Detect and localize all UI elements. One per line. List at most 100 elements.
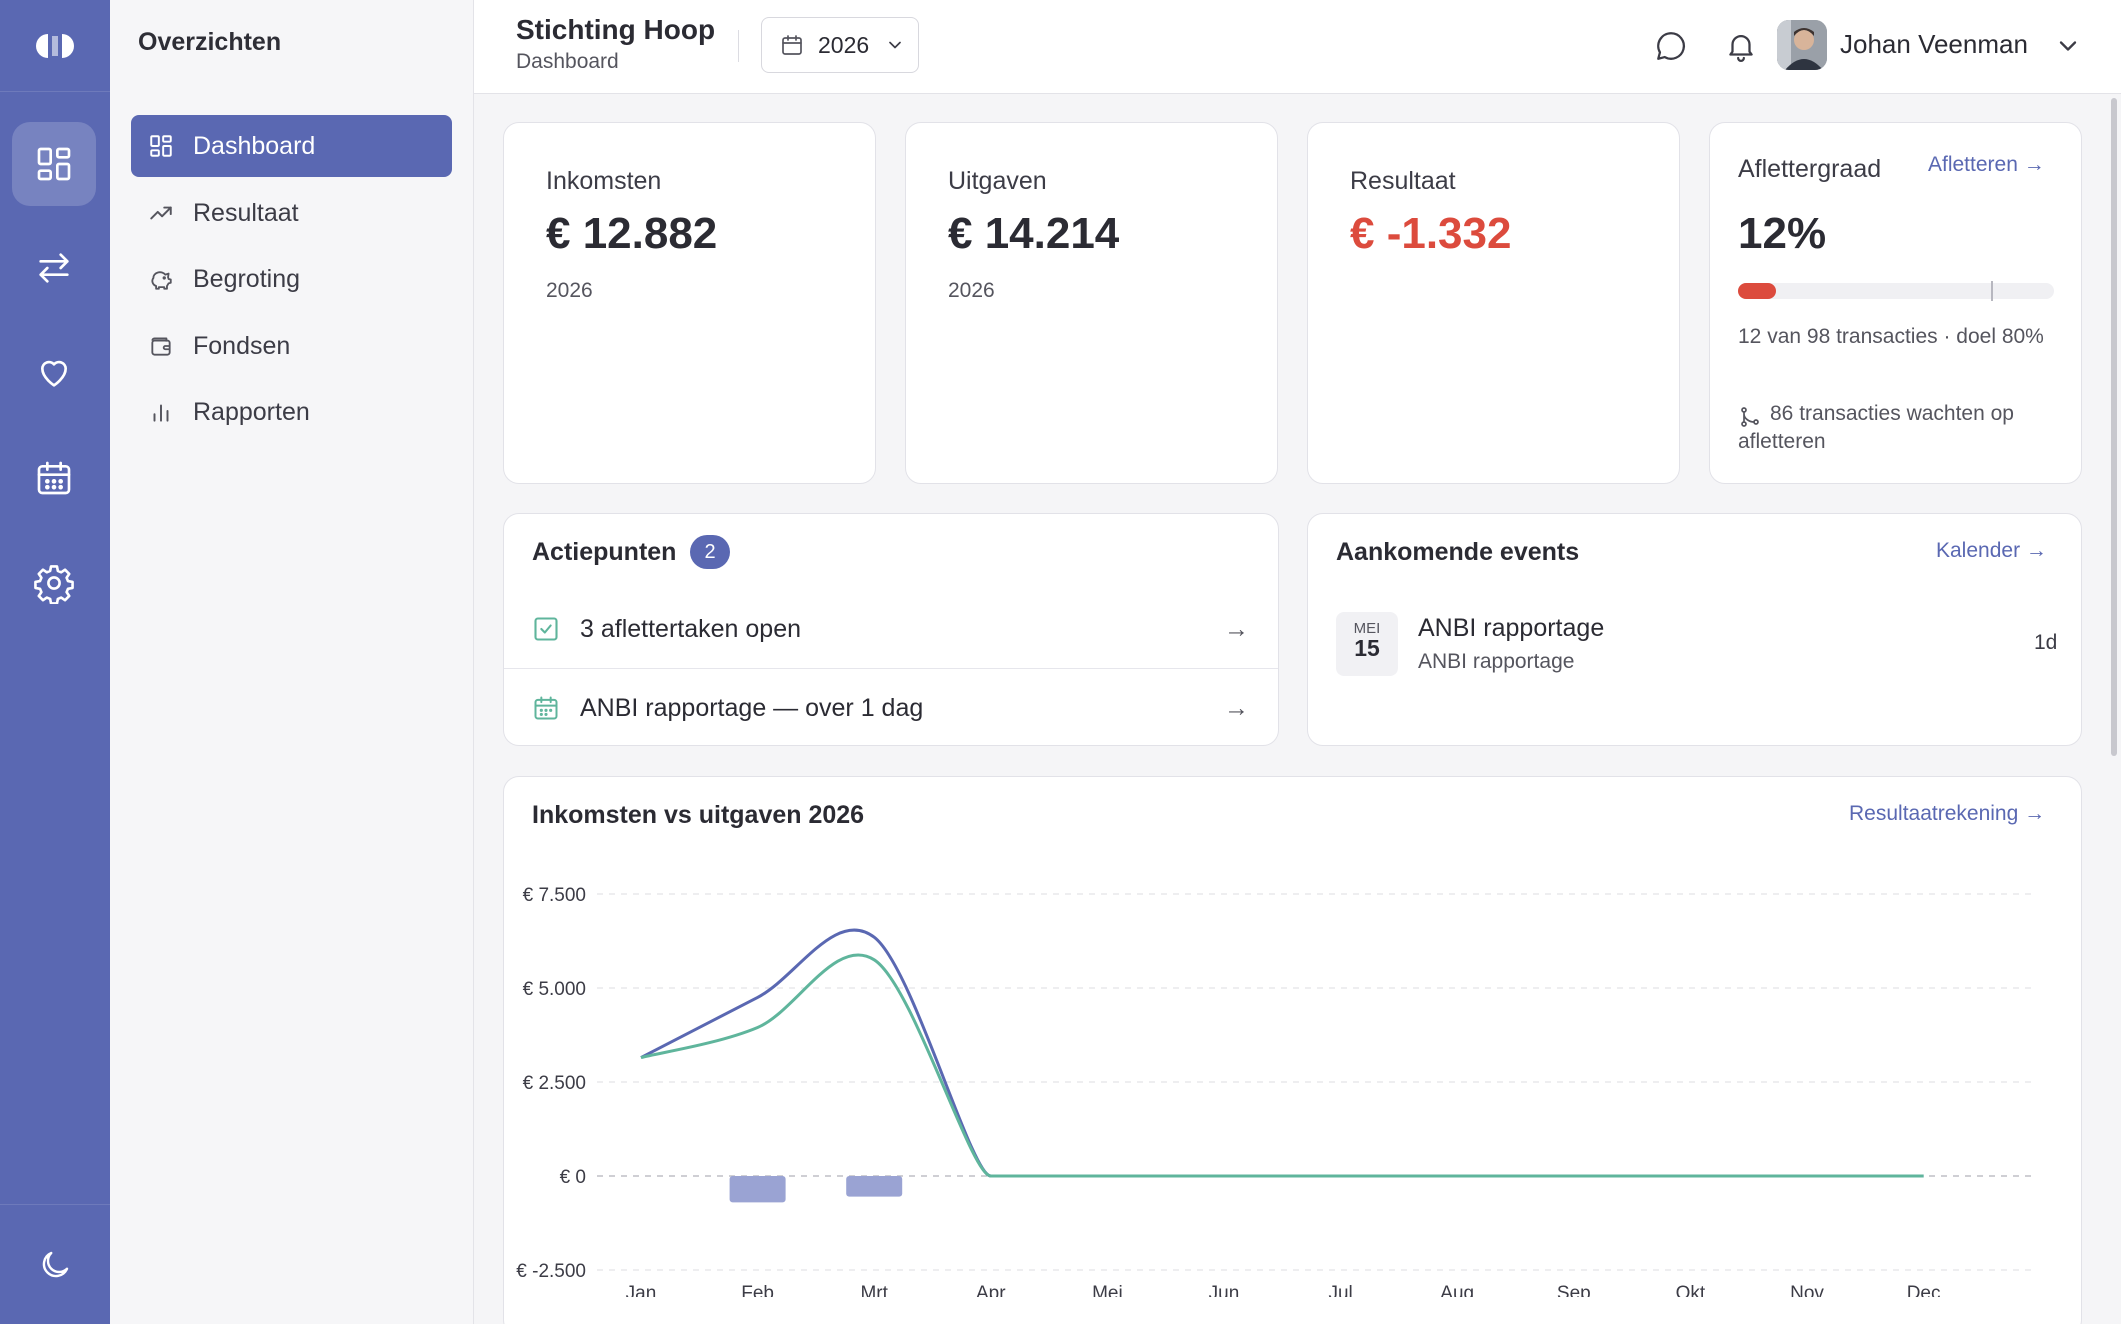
divider xyxy=(504,668,1278,669)
sidebar-item-dashboard[interactable]: Dashboard xyxy=(131,115,452,177)
avatar[interactable] xyxy=(1777,20,1827,70)
reconcile-pending-text: 86 transacties wachten op afletteren xyxy=(1738,402,2014,453)
wallet-icon xyxy=(151,337,171,356)
notifications-button[interactable] xyxy=(1721,26,1761,66)
calendar-icon xyxy=(37,461,71,495)
reconcile-pending: 86 transacties wachten op afletteren xyxy=(1738,400,2058,456)
moon-icon xyxy=(42,1251,69,1277)
x-tick-label: Nov xyxy=(1790,1283,1824,1297)
stat-label: Aflettergraad xyxy=(1738,155,1882,183)
top-header: Stichting Hoop Dashboard 2026 Johan Veen… xyxy=(474,0,2121,94)
theme-toggle[interactable] xyxy=(0,1204,110,1324)
event-subtitle: ANBI rapportage xyxy=(1418,650,1575,673)
x-tick-label: Dec xyxy=(1907,1283,1941,1297)
action-item[interactable]: 3 aflettertaken open → xyxy=(504,590,1278,668)
sidebar-item-resultaat[interactable]: Resultaat xyxy=(131,182,452,244)
arrow-right-icon: → xyxy=(1224,693,1249,722)
x-tick-label: Mrt xyxy=(860,1283,888,1297)
upcoming-events-card: Aankomende events Kalender → MEI 15 ANBI… xyxy=(1307,513,2082,746)
stat-label: Resultaat xyxy=(1350,167,1456,195)
page-title: Dashboard xyxy=(516,50,619,73)
sidebar-item-label: Resultaat xyxy=(193,198,299,227)
sidebar-item-rapporten[interactable]: Rapporten xyxy=(131,381,452,443)
result-card: Resultaat € -1.332 xyxy=(1307,122,1680,484)
y-tick-label: € 5.000 xyxy=(523,979,586,1000)
chart-bar[interactable] xyxy=(729,1176,786,1203)
stat-value: 12% xyxy=(1738,209,1827,258)
dashboard-icon xyxy=(150,135,172,157)
action-points-card: Actiepunten 2 3 aflettertaken open → ANB… xyxy=(503,513,1279,746)
resultaatrekening-link[interactable]: Resultaatrekening → xyxy=(1849,802,2046,825)
sidebar-item-fondsen[interactable]: Fondsen xyxy=(131,315,452,377)
chart-bar[interactable] xyxy=(846,1176,903,1197)
year-select[interactable]: 2026 xyxy=(761,17,919,73)
piggy-bank-icon xyxy=(151,271,172,290)
rail-calendar[interactable] xyxy=(12,436,96,520)
action-label: 3 aflettertaken open xyxy=(580,614,801,643)
x-tick-label: Aug xyxy=(1440,1283,1474,1297)
progress-fill xyxy=(1738,283,1776,299)
user-name[interactable]: Johan Veenman xyxy=(1840,29,2028,59)
calendar-icon xyxy=(782,35,802,55)
transactions-icon xyxy=(39,253,69,283)
y-tick-label: € -2.500 xyxy=(516,1261,586,1282)
rail-dashboard[interactable] xyxy=(12,122,96,206)
check-square-icon xyxy=(534,617,558,641)
chat-bubble-icon xyxy=(1657,32,1686,60)
rail-donations[interactable] xyxy=(12,330,96,414)
y-tick-label: € 0 xyxy=(560,1167,586,1188)
heart-icon xyxy=(41,360,67,387)
x-tick-label: Apr xyxy=(976,1283,1006,1297)
x-tick-label: Jun xyxy=(1209,1283,1240,1297)
action-item[interactable]: ANBI rapportage — over 1 dag → xyxy=(504,669,1278,747)
overview-sidebar: Overzichten Dashboard Resultaat Begrotin… xyxy=(110,0,474,1324)
dashboard-icon xyxy=(37,147,71,181)
messages-button[interactable] xyxy=(1651,26,1691,66)
scrollbar[interactable] xyxy=(2111,98,2117,756)
trend-up-icon xyxy=(150,206,172,220)
x-tick-label: Feb xyxy=(741,1283,774,1297)
reconcile-link[interactable]: Afletteren → xyxy=(1928,153,2045,176)
x-tick-label: Mei xyxy=(1092,1283,1123,1297)
calendar-icon xyxy=(534,696,558,720)
stat-year: 2026 xyxy=(546,279,593,302)
calendar-link[interactable]: Kalender → xyxy=(1936,539,2047,562)
rail-transactions[interactable] xyxy=(12,226,96,310)
x-tick-label: Jan xyxy=(626,1283,657,1297)
sidebar-title: Overzichten xyxy=(138,28,282,56)
sidebar-item-label: Fondsen xyxy=(193,331,291,360)
stat-label: Uitgaven xyxy=(948,167,1047,195)
merge-icon xyxy=(1741,407,1759,427)
event-day: 15 xyxy=(1354,635,1380,661)
chart-series-line[interactable] xyxy=(640,953,1924,1178)
reconcile-progress-bar xyxy=(1738,281,2054,301)
stat-label: Inkomsten xyxy=(546,167,662,195)
section-title: Aankomende events xyxy=(1336,538,1580,566)
user-photo-icon xyxy=(1777,20,1827,70)
chart-series-line[interactable] xyxy=(640,928,1924,1178)
reconcile-card: Aflettergraad Afletteren → 12% 12 van 98… xyxy=(1709,122,2082,484)
sidebar-item-label: Dashboard xyxy=(193,131,316,160)
logo-icon xyxy=(36,33,74,58)
header-divider xyxy=(738,30,739,62)
stat-value: € -1.332 xyxy=(1350,209,1512,258)
sidebar-item-label: Rapporten xyxy=(193,397,310,426)
stat-value: € 14.214 xyxy=(948,209,1120,258)
event-title[interactable]: ANBI rapportage xyxy=(1418,614,1605,642)
income-card: Inkomsten € 12.882 2026 xyxy=(503,122,876,484)
section-title: Actiepunten xyxy=(532,538,677,566)
chart-title: Inkomsten vs uitgaven 2026 xyxy=(532,801,865,829)
bar-chart-icon xyxy=(153,404,169,422)
year-select-value: 2026 xyxy=(818,31,870,58)
income-expense-chart-card: Inkomsten vs uitgaven 2026 Resultaatreke… xyxy=(503,776,2082,1324)
reconcile-detail: 12 van 98 transacties · doel 80% xyxy=(1738,325,2044,348)
rail-settings[interactable] xyxy=(12,541,96,625)
stat-year: 2026 xyxy=(948,279,995,302)
app-logo[interactable] xyxy=(0,0,110,92)
event-date: MEI 15 xyxy=(1336,612,1398,676)
x-tick-label: Okt xyxy=(1676,1283,1706,1297)
sidebar-item-begroting[interactable]: Begroting xyxy=(131,248,452,310)
x-tick-label: Sep xyxy=(1557,1283,1591,1297)
chevron-down-icon[interactable] xyxy=(2054,32,2082,60)
bell-icon xyxy=(1729,35,1753,62)
